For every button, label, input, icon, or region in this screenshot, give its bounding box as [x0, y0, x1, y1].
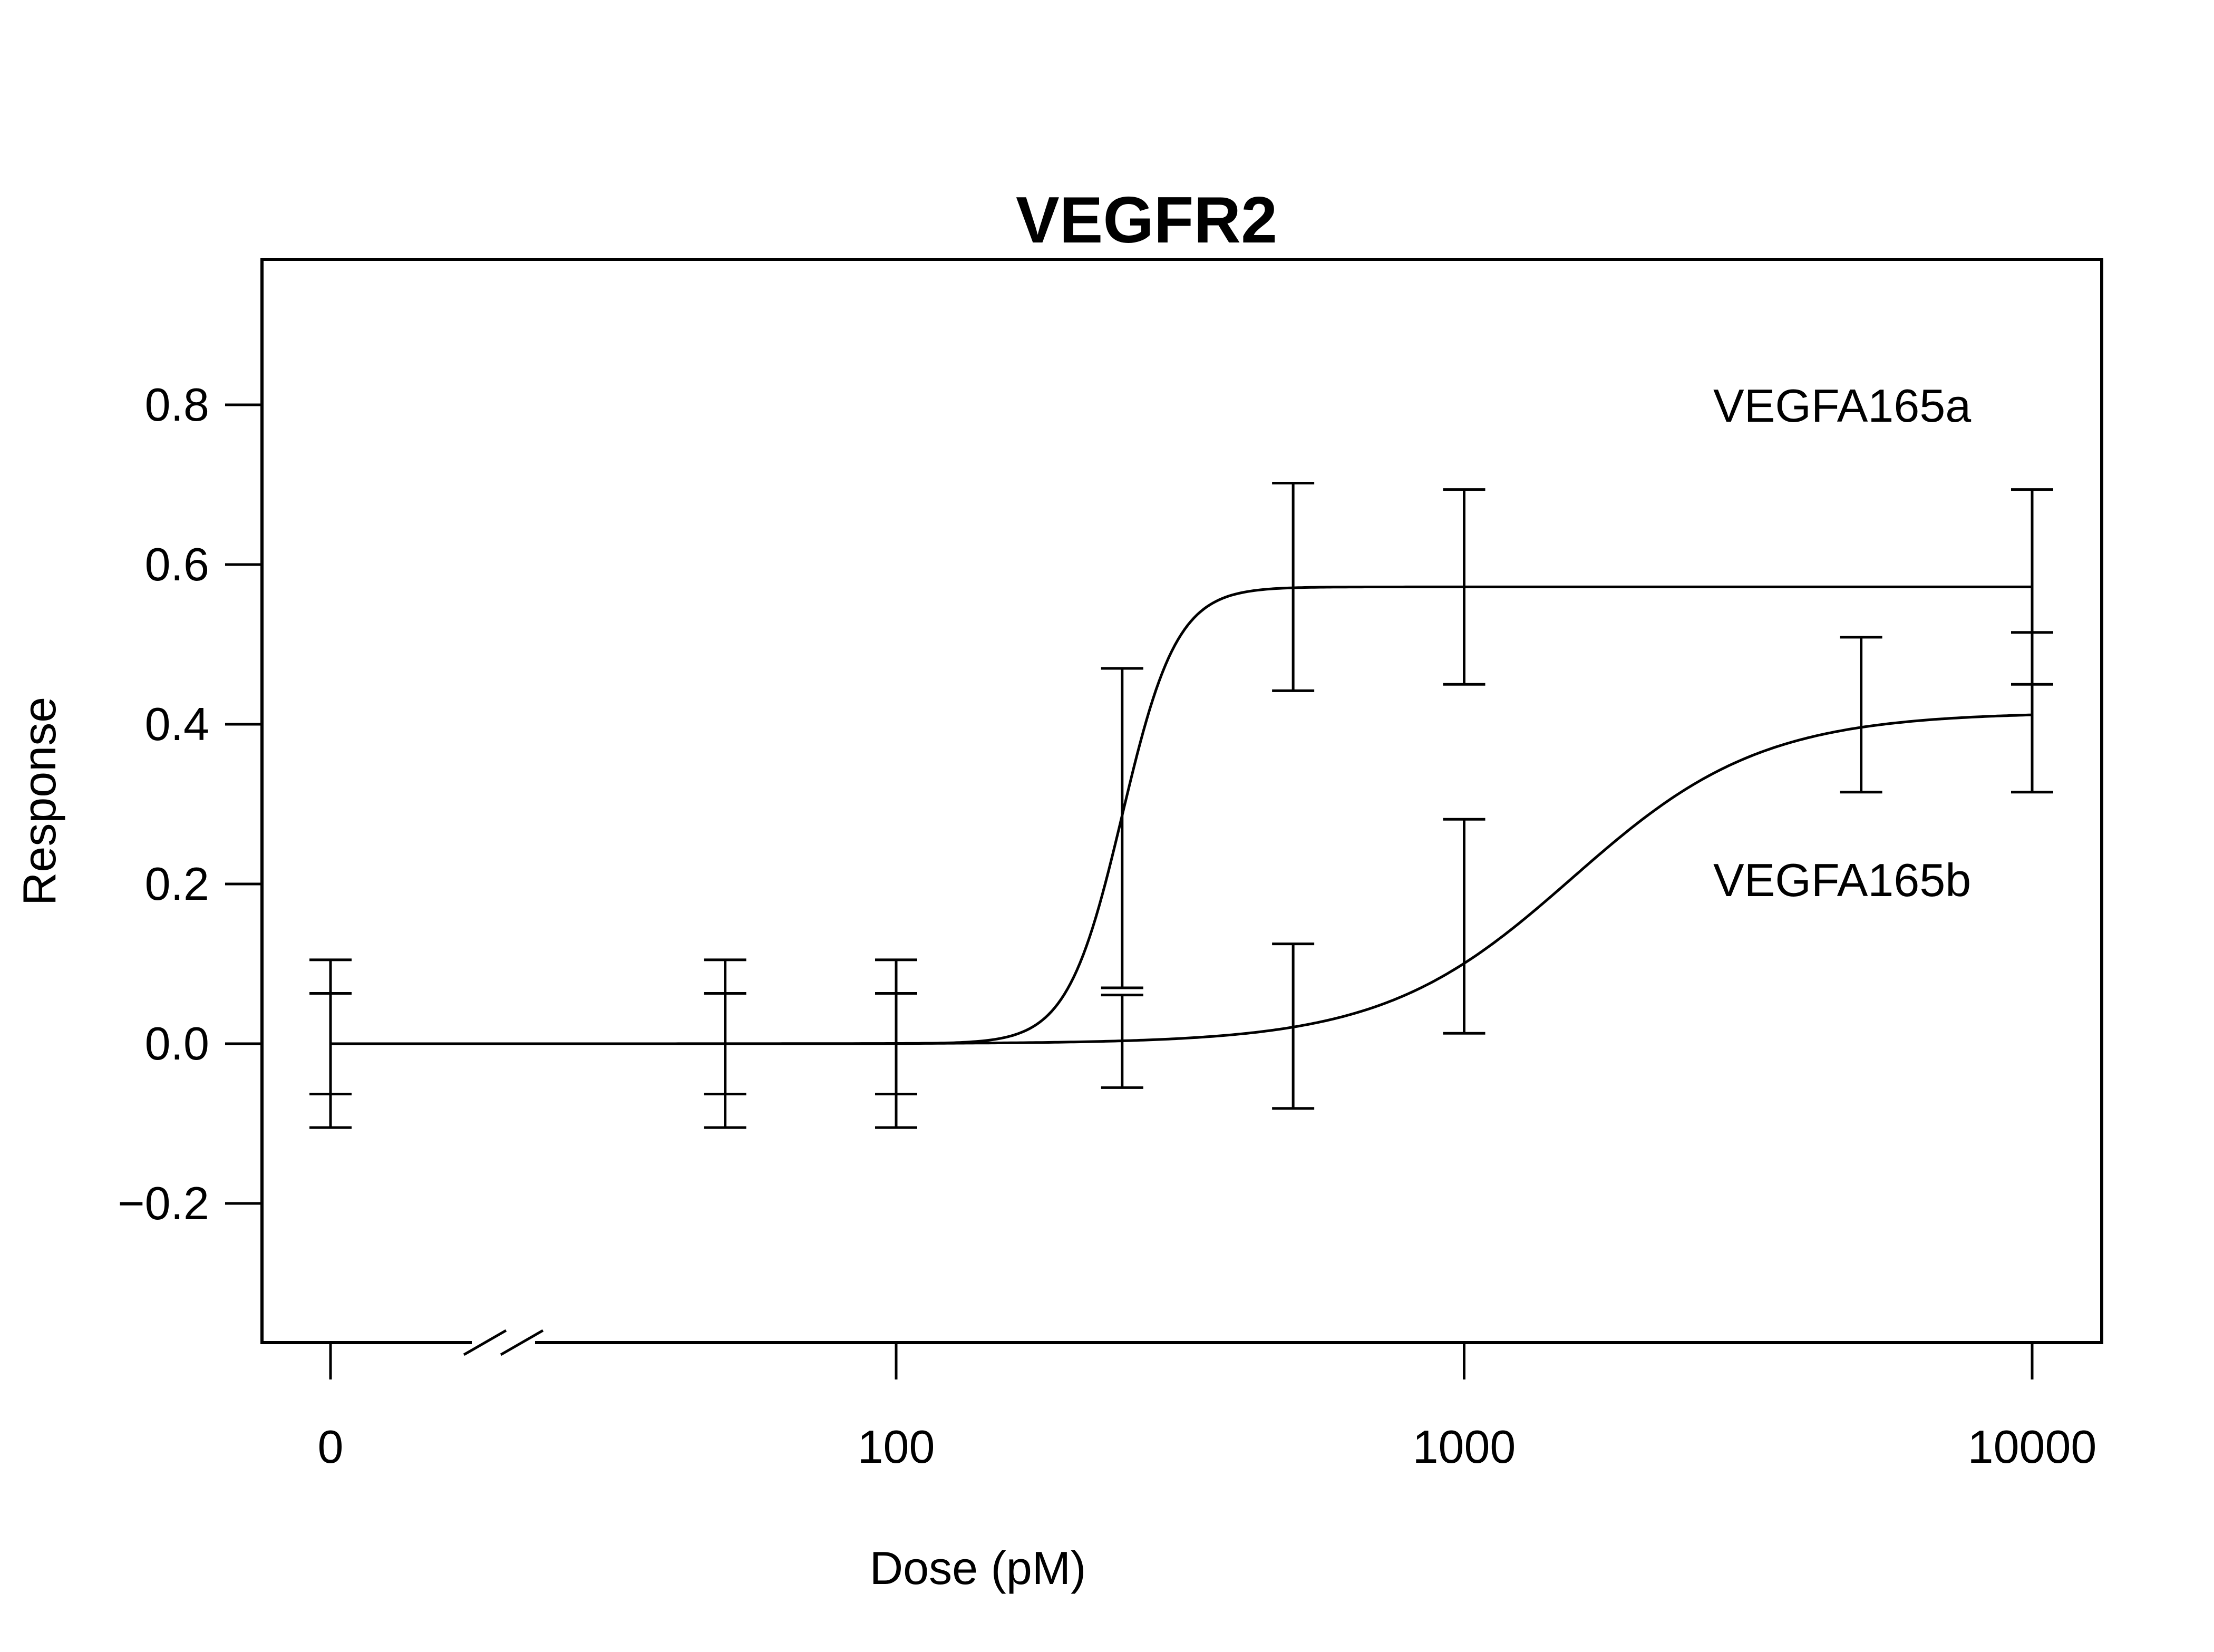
error-bar-vegfa165b — [704, 958, 746, 1129]
fit-curve-vegfa165b — [331, 713, 2033, 1045]
plot-frame — [260, 258, 2103, 1344]
error-bar-vegfa165b — [875, 958, 917, 1129]
y-tick-label: 0.0 — [145, 1017, 209, 1070]
axis-break-mark — [500, 1329, 544, 1356]
series-label-vegfa165b: VEGFA165b — [1713, 854, 1971, 906]
y-tick-label: 0.4 — [145, 698, 209, 750]
error-bar-vegfa165b — [2011, 631, 2053, 794]
x-tick-label: 10000 — [1968, 1421, 2097, 1473]
y-tick-label: 0.2 — [145, 858, 209, 910]
y-axis: 0.8 0.6 0.4 0.2 0.0 −0.2 — [118, 378, 262, 1229]
x-tick-label: 0 — [318, 1421, 344, 1473]
plot-area — [309, 481, 2053, 1129]
y-axis-title: Response — [13, 697, 65, 906]
error-bar-vegfa165b — [1272, 942, 1315, 1110]
error-bar-vegfa165a — [1443, 488, 1485, 686]
chart-title: VEGFR2 — [1016, 184, 1277, 257]
x-tick-label: 100 — [858, 1421, 935, 1473]
error-bar-vegfa165b — [1443, 818, 1485, 1035]
error-bar-vegfa165b — [1840, 636, 1882, 794]
y-tick-label: 0.6 — [145, 538, 209, 590]
y-tick-label: 0.8 — [145, 378, 209, 431]
x-axis-title: Dose (pM) — [870, 1542, 1086, 1594]
x-tick-label: 1000 — [1413, 1421, 1516, 1473]
y-tick-label: −0.2 — [118, 1177, 209, 1229]
error-bar-vegfa165b — [1101, 994, 1143, 1089]
x-axis: 0 100 1000 10000 — [318, 1329, 2097, 1473]
error-bar-vegfa165a — [1101, 667, 1143, 989]
axis-break-mark — [463, 1329, 507, 1356]
series-label-vegfa165a: VEGFA165a — [1713, 380, 1971, 432]
error-bar-vegfa165b — [309, 958, 352, 1129]
error-bar-vegfa165a — [1272, 481, 1315, 692]
